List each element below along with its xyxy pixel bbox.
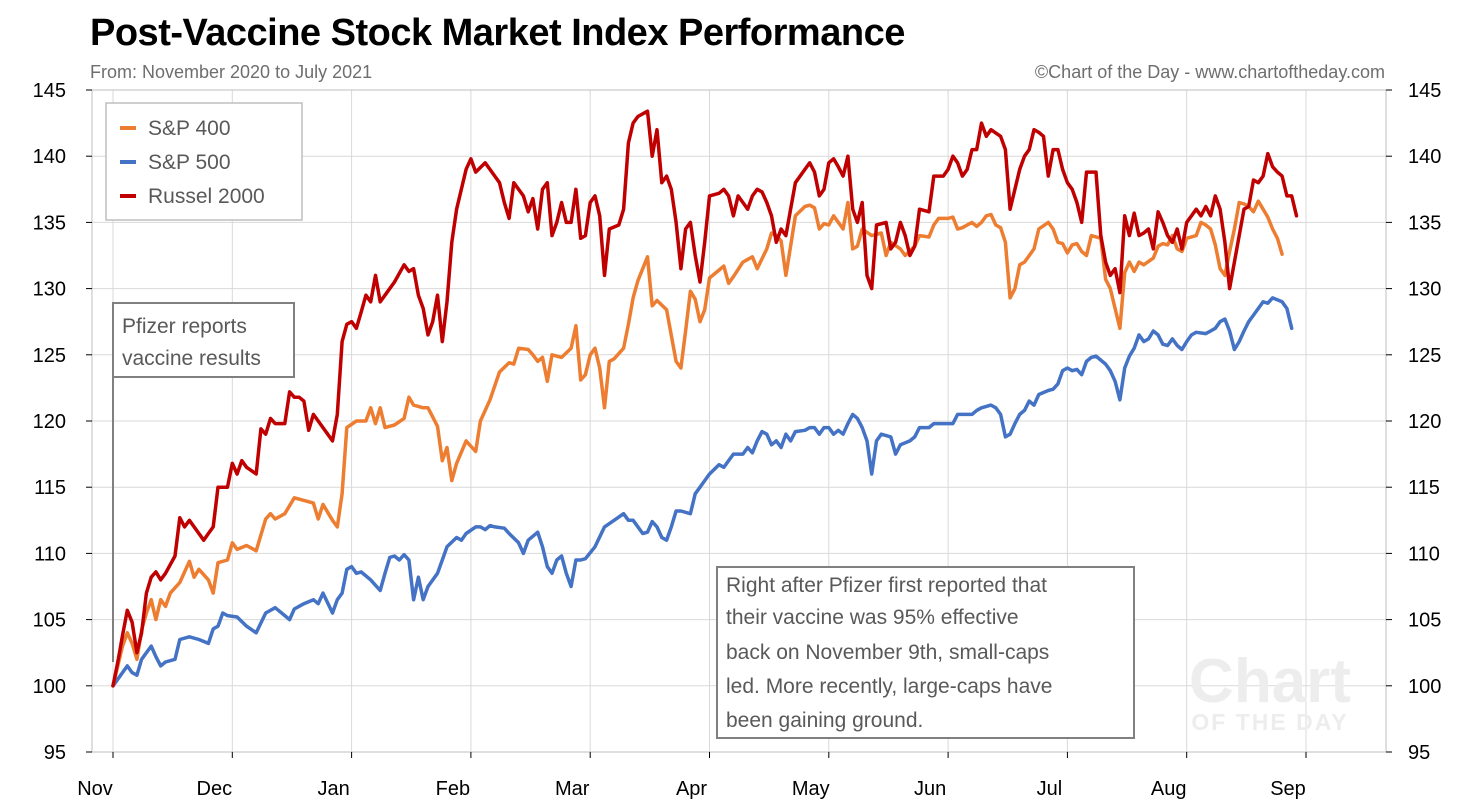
y-tick-label: 110 bbox=[34, 543, 66, 565]
y-axis-right: 95 100 105 110 115 120 125 130 135 140 145 bbox=[1386, 80, 1441, 764]
note-line3: back on November 9th, small-caps bbox=[726, 641, 1049, 664]
note-line1: Right after Pfizer first reported that bbox=[726, 574, 1047, 597]
y-axis-left: 95 100 105 110 115 120 125 130 135 140 145 bbox=[33, 80, 92, 764]
legend: S&P 400 S&P 500 Russel 2000 bbox=[105, 102, 303, 221]
x-tick-label: Nov bbox=[77, 778, 113, 800]
legend-box bbox=[105, 102, 303, 221]
page-title: Post-Vaccine Stock Market Index Performa… bbox=[90, 12, 905, 54]
y-tick-label: 115 bbox=[34, 477, 66, 499]
chart-subtitle: From: November 2020 to July 2021 bbox=[90, 62, 373, 82]
series-line-s-p-400 bbox=[111, 199, 1284, 688]
x-tick-label: May bbox=[792, 778, 830, 800]
y-tick-label: 120 bbox=[33, 411, 66, 433]
x-tick-label: Aug bbox=[1151, 778, 1187, 800]
y-tick-label: 105 bbox=[33, 610, 66, 632]
x-tick-label: Sep bbox=[1270, 778, 1306, 800]
pfizer-annotation-line2: vaccine results bbox=[122, 347, 261, 370]
note-annotation-box bbox=[716, 566, 1135, 739]
y-tick-label: 140 bbox=[33, 146, 66, 168]
y-tick-label: 100 bbox=[33, 676, 66, 698]
x-tick-label: Jul bbox=[1037, 778, 1063, 800]
y-tick-label-right: 135 bbox=[1408, 212, 1441, 234]
legend-label-sp500: S&P 500 bbox=[148, 151, 231, 174]
note-line2: their vaccine was 95% effective bbox=[726, 606, 1019, 629]
x-tick-label: Jan bbox=[317, 778, 349, 800]
y-tick-label-right: 145 bbox=[1408, 80, 1441, 102]
y-tick-label-right: 105 bbox=[1408, 610, 1441, 632]
y-tick-label-right: 95 bbox=[1408, 742, 1430, 764]
watermark-logo: Chart OF THE DAY bbox=[1189, 647, 1351, 735]
x-tick-label: Dec bbox=[197, 778, 233, 800]
x-tick-label: Feb bbox=[436, 778, 470, 800]
y-tick-label: 130 bbox=[33, 279, 66, 301]
series-line-s-p-500 bbox=[111, 296, 1294, 688]
y-tick-label-right: 110 bbox=[1408, 543, 1440, 565]
pfizer-annotation-box bbox=[112, 302, 295, 378]
y-tick-label-right: 115 bbox=[1408, 477, 1440, 499]
pfizer-annotation-line1: Pfizer reports bbox=[122, 315, 247, 338]
x-tick-label: Apr bbox=[676, 778, 707, 800]
note-annotation: Right after Pfizer first reported that t… bbox=[716, 566, 1135, 739]
note-line5: been gaining ground. bbox=[726, 709, 923, 732]
y-tick-label-right: 120 bbox=[1408, 411, 1441, 433]
chart-credit: ©Chart of the Day - www.chartoftheday.co… bbox=[1034, 62, 1385, 82]
y-tick-label-right: 140 bbox=[1408, 146, 1441, 168]
y-tick-label: 135 bbox=[33, 212, 66, 234]
x-axis: Nov Dec Jan Feb Mar Apr May Jun Jul Aug Sep bbox=[77, 752, 1307, 800]
watermark-line1: Chart bbox=[1189, 647, 1351, 716]
series-line-russel-2000 bbox=[111, 109, 1299, 688]
legend-label-sp400: S&P 400 bbox=[148, 117, 231, 140]
note-line4: led. More recently, large-caps have bbox=[726, 675, 1052, 698]
series-lines bbox=[111, 109, 1299, 688]
x-tick-label: Jun bbox=[914, 778, 946, 800]
y-tick-label: 95 bbox=[44, 742, 66, 764]
x-tick-label: Mar bbox=[555, 778, 590, 800]
pfizer-annotation: Pfizer reports vaccine results bbox=[112, 302, 295, 378]
y-tick-label-right: 125 bbox=[1408, 345, 1441, 367]
legend-label-russell: Russel 2000 bbox=[148, 185, 265, 208]
watermark-line2: OF THE DAY bbox=[1191, 709, 1348, 735]
y-tick-label: 145 bbox=[33, 80, 66, 102]
y-tick-label-right: 100 bbox=[1408, 676, 1441, 698]
y-tick-label-right: 130 bbox=[1408, 279, 1441, 301]
y-tick-label: 125 bbox=[33, 345, 66, 367]
